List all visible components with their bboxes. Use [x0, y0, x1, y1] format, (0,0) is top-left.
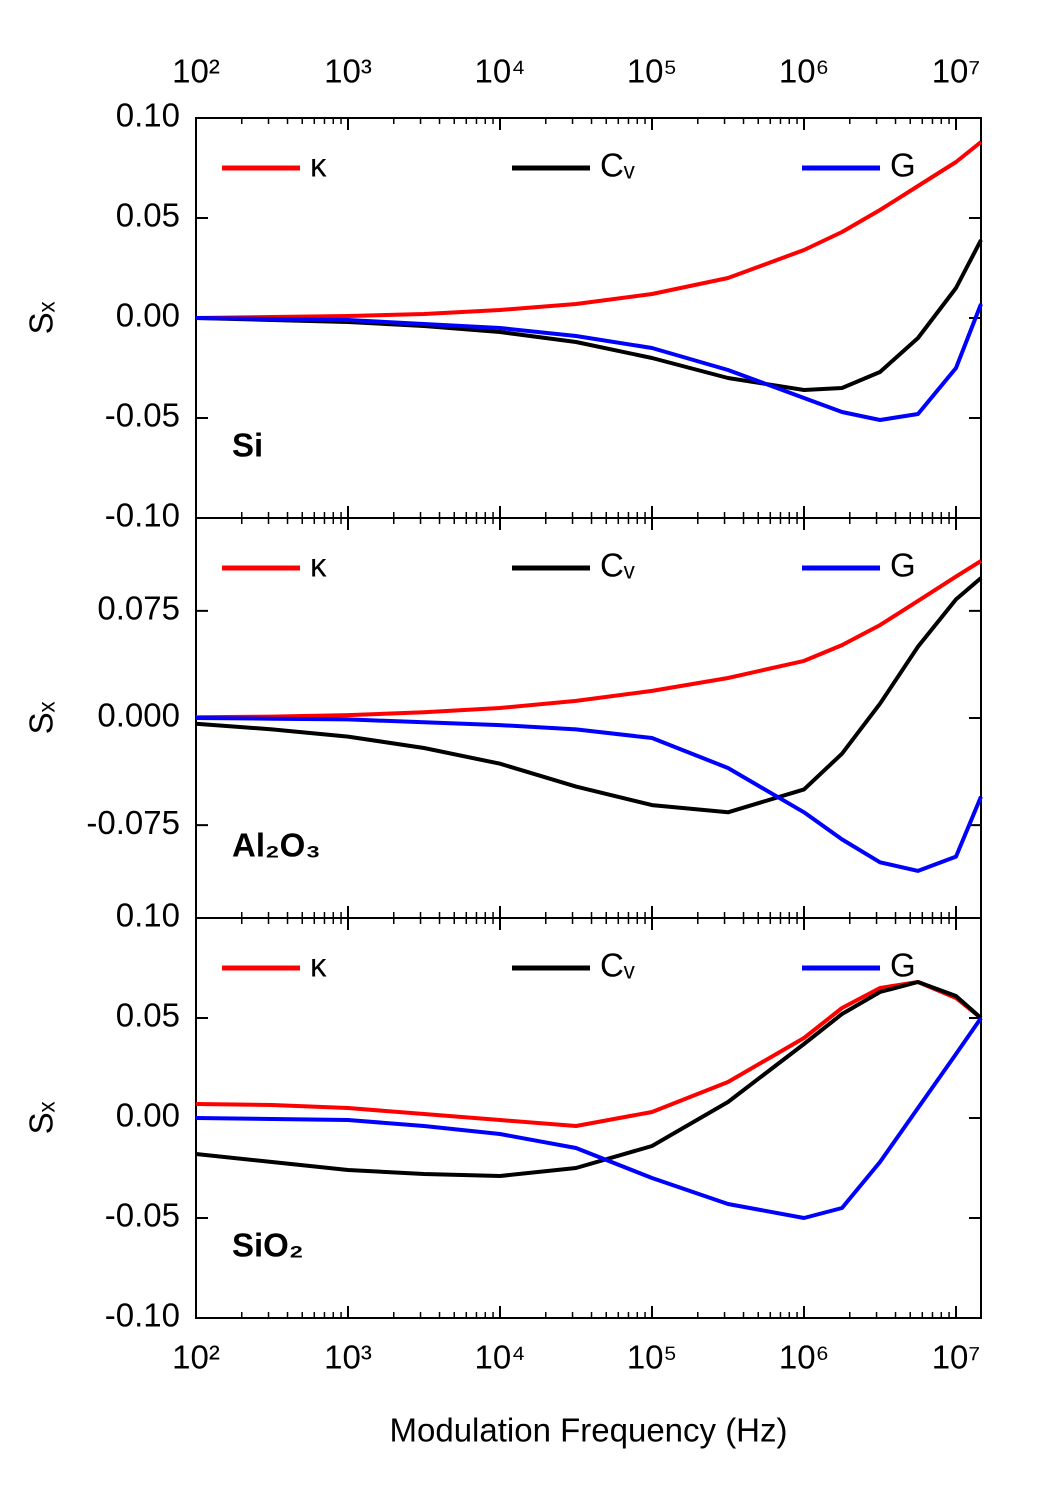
- y-tick-label: 0.00: [116, 1097, 180, 1134]
- legend-label: κ: [310, 147, 327, 184]
- data-line: [195, 980, 983, 1178]
- y-axis-label: Sₓ: [23, 701, 60, 734]
- y-axis-label: Sₓ: [23, 301, 60, 334]
- legend-label: Cᵥ: [600, 547, 635, 584]
- x-tick-label: 10²: [172, 1339, 220, 1376]
- x-tick-label-top: 10²: [172, 53, 220, 90]
- x-tick-label: 10⁷: [932, 1339, 981, 1376]
- panel-label: SiO₂: [232, 1227, 304, 1264]
- legend-label: G: [890, 147, 916, 184]
- x-axis-label: Modulation Frequency (Hz): [390, 1412, 788, 1449]
- legend-label: Cᵥ: [600, 147, 635, 184]
- x-tick-label-top: 10⁶: [779, 53, 829, 90]
- data-line: [195, 716, 983, 873]
- y-tick-label: 0.075: [97, 590, 180, 627]
- panel-label: Si: [232, 427, 263, 464]
- y-tick-label: 0.05: [116, 997, 180, 1034]
- y-tick-label: -0.05: [105, 1197, 180, 1234]
- y-tick-label: 0.10: [116, 97, 180, 134]
- y-tick-label: 0.000: [97, 697, 180, 734]
- y-tick-label: -0.10: [105, 1297, 180, 1334]
- y-tick-label: 0.05: [116, 197, 180, 234]
- data-line: [195, 140, 983, 320]
- panel-label: Al₂O₃: [232, 827, 321, 864]
- y-tick-label: -0.075: [86, 804, 180, 841]
- data-line: [195, 303, 983, 422]
- x-tick-label: 10⁶: [779, 1339, 829, 1376]
- x-tick-label-top: 10⁵: [627, 53, 677, 90]
- x-tick-label-top: 10⁷: [932, 53, 981, 90]
- legend-label: G: [890, 947, 916, 984]
- x-tick-label: 10⁴: [475, 1339, 526, 1376]
- data-line: [195, 559, 983, 720]
- legend-label: κ: [310, 547, 327, 584]
- y-tick-label: 0.00: [116, 297, 180, 334]
- data-line: [195, 576, 983, 815]
- legend-label: κ: [310, 947, 327, 984]
- x-tick-label-top: 10⁴: [475, 53, 526, 90]
- data-line: [195, 1016, 983, 1220]
- y-axis-label: Sₓ: [23, 1101, 60, 1134]
- y-tick-label: -0.05: [105, 397, 180, 434]
- legend-label: G: [890, 547, 916, 584]
- x-tick-label: 10⁵: [627, 1339, 677, 1376]
- y-tick-label: 0.10: [116, 897, 180, 934]
- x-tick-label-top: 10³: [324, 53, 372, 90]
- x-tick-label: 10³: [324, 1339, 372, 1376]
- y-tick-label: -0.10: [105, 497, 180, 534]
- legend-label: Cᵥ: [600, 947, 635, 984]
